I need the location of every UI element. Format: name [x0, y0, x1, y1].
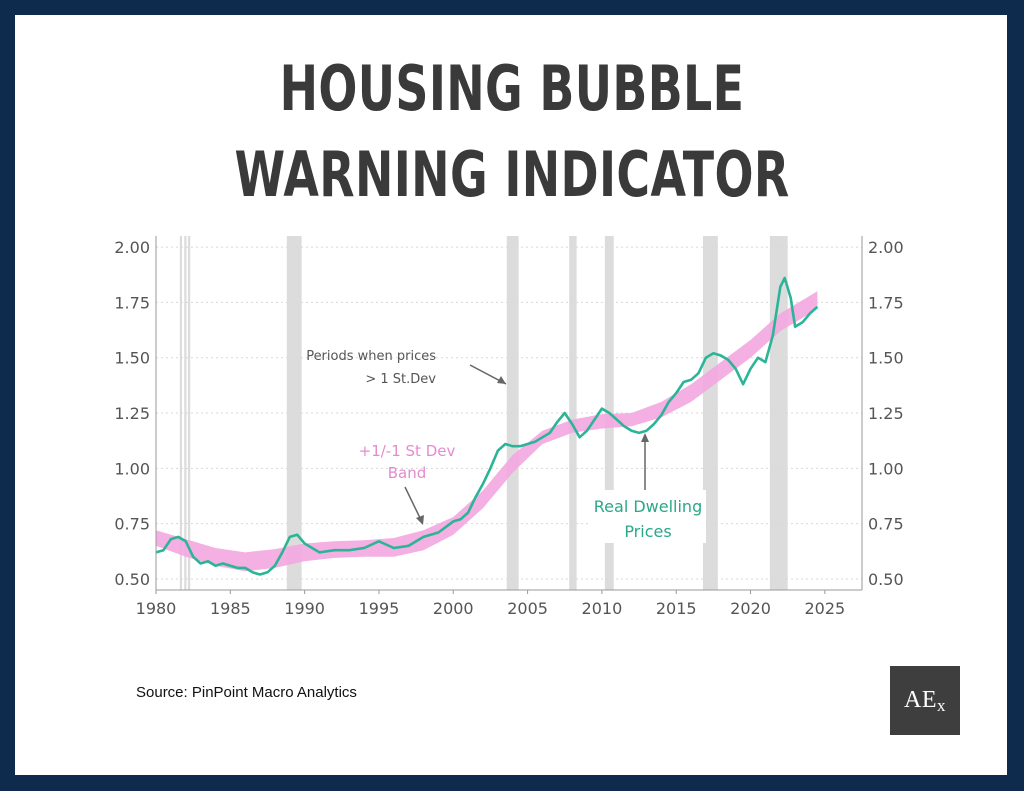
y-tick-left-2: 1.00: [114, 459, 150, 478]
band-label-line-2: Band: [388, 464, 427, 482]
real-dwelling-prices-line: [155, 276, 819, 576]
y-tick-right-1: 0.75: [868, 515, 904, 534]
series-label-box: [590, 490, 706, 543]
band-label-line-1: +1/-1 St Dev: [359, 442, 456, 460]
y-tick-left-1: 0.75: [114, 515, 150, 534]
x-tick-4: 2000: [433, 599, 474, 618]
shading-note-arrowhead: [497, 376, 506, 384]
std-dev-band: [156, 291, 818, 572]
series-label-line-2: Prices: [624, 522, 671, 541]
shading-note-line-1: Periods when prices: [306, 349, 436, 364]
y-tick-right-0: 0.50: [868, 570, 904, 589]
band-label-arrowhead: [416, 515, 424, 525]
series-label-line-1: Real Dwelling: [594, 497, 702, 516]
band-label-arrow: [404, 486, 422, 521]
source-note: Source: PinPoint Macro Analytics: [136, 684, 357, 701]
x-tick-6: 2010: [582, 599, 623, 618]
x-tick-8: 2020: [730, 599, 771, 618]
shaded-period-1: [184, 236, 187, 590]
y-tick-left-0: 0.50: [114, 570, 150, 589]
y-tick-left-3: 1.25: [114, 404, 150, 423]
shaded-period-0: [179, 236, 183, 590]
series-label-arrowhead: [641, 433, 649, 442]
y-tick-right-5: 1.75: [868, 293, 904, 312]
x-tick-9: 2025: [804, 599, 845, 618]
x-tick-5: 2005: [507, 599, 548, 618]
y-tick-right-2: 1.00: [868, 459, 904, 478]
y-tick-left-6: 2.00: [114, 238, 150, 257]
logo-text-main: AE: [904, 687, 937, 713]
y-tick-right-6: 2.00: [868, 238, 904, 257]
x-tick-1: 1985: [210, 599, 251, 618]
shading-note-line-2: > 1 St.Dev: [365, 372, 436, 387]
page-title: HOUSING BUBBLE WARNING INDICATOR: [133, 46, 891, 218]
y-tick-left-5: 1.75: [114, 293, 150, 312]
y-tick-right-4: 1.50: [868, 349, 904, 368]
shaded-period-3: [286, 236, 302, 590]
logo-text-sub: x: [937, 695, 946, 715]
y-tick-right-3: 1.25: [868, 404, 904, 423]
shaded-period-2: [187, 236, 191, 590]
shaded-period-7: [702, 236, 718, 590]
x-tick-0: 1980: [136, 599, 177, 618]
aex-logo: AE x: [890, 666, 960, 735]
x-tick-3: 1995: [359, 599, 400, 618]
title-line-2: WARNING INDICATOR: [234, 138, 790, 211]
y-tick-left-4: 1.50: [114, 349, 150, 368]
x-tick-7: 2015: [656, 599, 697, 618]
title-line-1: HOUSING BUBBLE: [279, 52, 745, 125]
x-tick-2: 1990: [284, 599, 325, 618]
